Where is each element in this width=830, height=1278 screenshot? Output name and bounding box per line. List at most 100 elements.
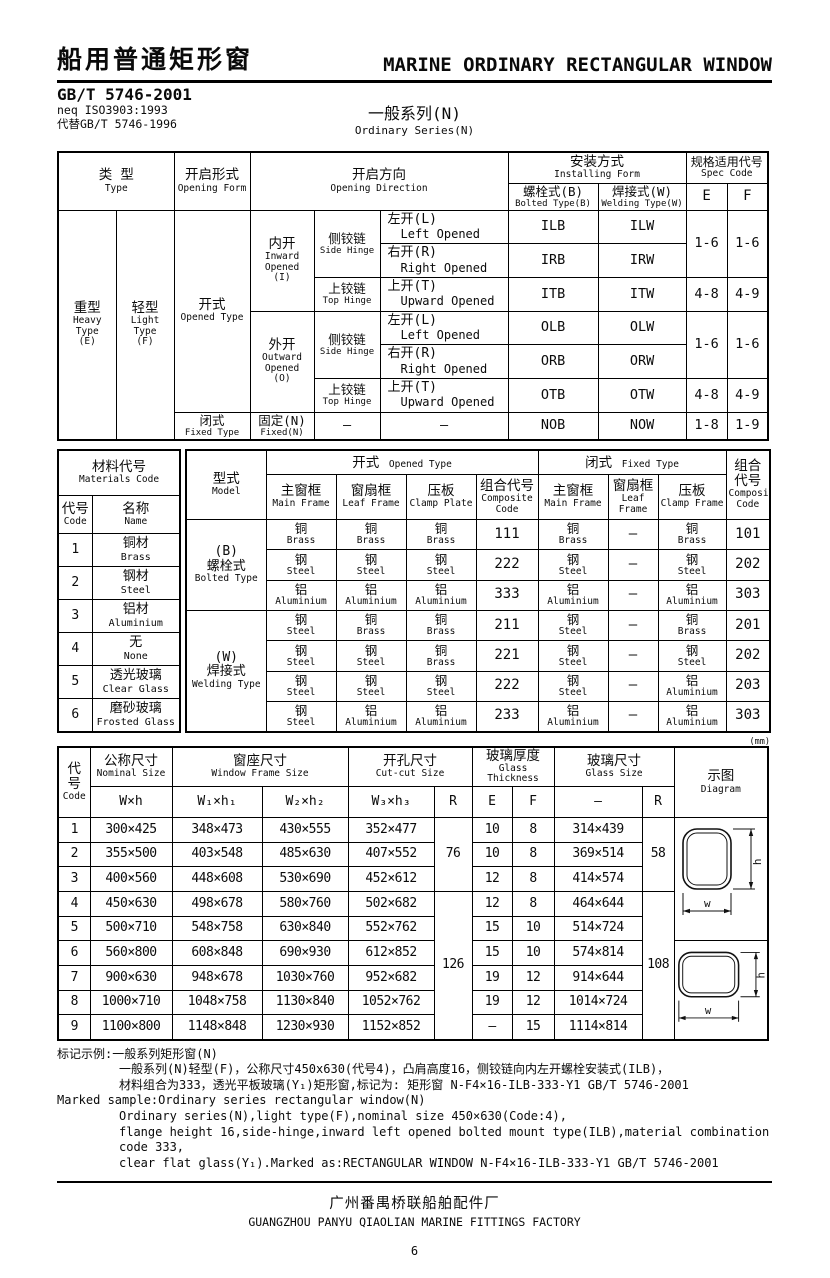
opened-leaf-frame-cell: 铜 Brass (335, 519, 407, 551)
label-cn: 螺栓式 (206, 558, 246, 574)
label-en: Heavy Type (E) (72, 315, 102, 348)
thickness-f-cell: 8 (511, 841, 555, 868)
label-cn: 铝 (685, 702, 699, 718)
label-en: Code (63, 515, 87, 527)
opened-main-frame-cell: 铝 Aluminium (265, 579, 337, 611)
label-en: Code (62, 791, 86, 803)
page-header: 船用普通矩形窗 MARINE ORDINARY RECTANGULAR WIND… (57, 40, 772, 76)
label-en: Steel (558, 626, 588, 638)
size-row: 3 400×560 448×608 530×690 452×612 12 8 414×574 (57, 866, 768, 893)
label-en: Steel (356, 565, 386, 577)
page-number: 6 (410, 1244, 419, 1259)
material-row: 3 铝材 Aluminium (57, 599, 181, 634)
thickness-f-cell: 12 (511, 965, 555, 991)
thickness-f-cell: 8 (511, 866, 555, 893)
opened-main-frame-cell: 钢 Steel (265, 609, 337, 642)
nominal-size-cell: 300×425 (89, 816, 173, 843)
label-en: Steel (286, 686, 316, 698)
composite-code-cell: 101 (725, 519, 771, 551)
label-en: Steel (286, 716, 316, 728)
sizes-table: 代号 Code 公称尺寸 Nominal Size 窗座尺寸 Window Frame… (57, 745, 770, 1041)
opened-composite-code-cell: 333 (475, 579, 539, 611)
size-code-cell: 7 (57, 965, 91, 991)
dim-label-w: w (704, 1005, 711, 1017)
note-line: clear flat glass(Y₁).Marked as:RECTANGUL… (119, 1155, 719, 1170)
table-row: 右开(R)Right Opened ORB ORW (58, 344, 768, 379)
label-cn: 铝 (434, 581, 448, 597)
label-cn: 玻璃尺寸 (587, 752, 642, 769)
label-cn: 内开 (268, 236, 296, 253)
spec-f-header: F (726, 182, 769, 211)
frame-size1-cell: 348×473 (171, 816, 263, 843)
label-en: Glass Size (585, 768, 643, 780)
diagram-header: 示图 Diagram (673, 746, 769, 818)
fixed-leaf-frame-cell: — (607, 700, 659, 733)
label-cn: 主窗框 (552, 483, 594, 500)
label-en: Side Hinge (319, 245, 375, 256)
model-row: 钢 Steel 钢 Steel 钢 Steel 222 钢 Steel — 钢 Steel 202 (186, 549, 771, 581)
label-en: Brass (426, 626, 456, 638)
opened-main-frame-cell: 钢 Steel (265, 700, 337, 733)
welding-type-header: 焊接式(W) Welding Type(W) (597, 182, 687, 211)
label-en: Welding Type (191, 679, 261, 690)
opened-clamp-plate-cell: 铜 Brass (405, 519, 477, 551)
label-en: Opened Type (388, 459, 452, 471)
label-cn: 铝 (364, 581, 378, 597)
cut-size-cell: 502×682 (347, 891, 435, 917)
material-name-cell: 钢材 Steel (91, 566, 181, 601)
fixed-main-frame-header: 主窗框 Main Frame (537, 474, 609, 521)
label-cn: 钢 (566, 642, 580, 658)
materials-code-table: 材料代号 Materials Code 代号 Code 名称 Name 1 铜材 Bras… (57, 448, 182, 733)
material-code-cell: 4 (57, 632, 93, 667)
code-cell-olw: OLW (597, 310, 687, 346)
material-code-cell: 5 (57, 665, 93, 700)
opened-composite-code-cell: 222 (475, 670, 539, 702)
nominal-size-cell: 560×800 (89, 940, 173, 967)
label-cn: 上开(T) (387, 278, 437, 294)
label-en: Brass (426, 656, 456, 668)
label-cn: 铜 (685, 612, 699, 628)
label-en: Brass (426, 535, 456, 547)
label-en: Cut-cut Size (375, 768, 445, 780)
label-en: Clamp Plate (409, 498, 473, 510)
material-name-cell: 磨砂玻璃 Frosted Glass (91, 698, 181, 733)
label-en: Aluminium (547, 716, 599, 728)
side-hinge-cell: 侧铰链 Side Hinge (313, 310, 381, 379)
opened-leaf-frame-header: 窗扇框 Leaf Frame (335, 474, 407, 521)
label-en: Main Frame (272, 498, 330, 510)
standard-replaces: 代替GB/T 5746-1996 (57, 116, 177, 131)
spec-e-cell: 4-8 (685, 377, 728, 413)
code-cell-ilb: ILB (507, 209, 599, 245)
dash-subheader: – (553, 785, 643, 818)
cut-size-cell: 952×682 (347, 965, 435, 991)
opened-main-frame-cell: 钢 Steel (265, 640, 337, 672)
thickness-f-cell: 8 (511, 816, 555, 843)
label-cn: 铝材 (122, 602, 149, 618)
label-en: Outward Opened (O) (261, 352, 303, 385)
code-cell-orw: ORW (597, 344, 687, 379)
fixed-main-frame-cell: 钢 Steel (537, 549, 609, 581)
note-line: 标记示例:一般系列矩形窗(N) (57, 1046, 218, 1061)
fixed-leaf-frame-cell: — (607, 549, 659, 581)
label-cn: 左开(L) (387, 211, 437, 227)
note-line: Ordinary series(N),light type(F),nominal… (119, 1109, 567, 1124)
size-row: 9 1100×800 1148×848 1230×930 1152×852 —15 1114… (57, 1014, 768, 1041)
label-en: Aluminium (415, 716, 467, 728)
sizes-table-body: 1 300×425 348×473 430×555 352×477 76 10 8 314×43… (57, 816, 769, 1041)
label-en: Brass (558, 535, 588, 547)
label-cn: 示图 (707, 768, 735, 785)
size-code-cell: 2 (57, 841, 91, 868)
opened-composite-code-header: 组合代号 Composite Code (475, 474, 539, 521)
label-cn: 开式 (352, 455, 380, 472)
label-en: Leaf Frame (618, 493, 648, 515)
composite-code-cell: 303 (725, 579, 771, 611)
fixed-main-frame-cell: 铜 Brass (537, 519, 609, 551)
label-en: Aluminium (666, 716, 718, 728)
material-name-cell: 铜材 Brass (91, 533, 181, 568)
label-en: Steel (558, 656, 588, 668)
label-cn: 焊接式(W) (611, 183, 673, 199)
frame-size2-cell: 1230×930 (261, 1014, 349, 1041)
label-cn: 铜 (294, 521, 308, 537)
label-cn: 右开(R) (387, 245, 437, 261)
thickness-f-cell: 8 (511, 891, 555, 917)
